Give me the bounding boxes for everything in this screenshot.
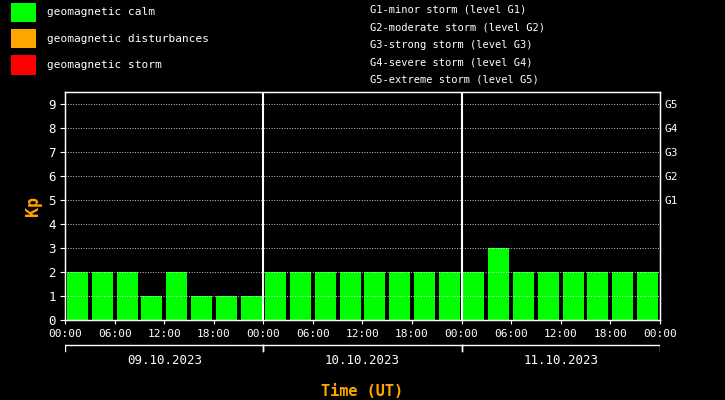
Bar [117, 272, 138, 320]
Text: G4-severe storm (level G4): G4-severe storm (level G4) [370, 57, 532, 67]
Bar [612, 272, 633, 320]
Bar [11, 29, 36, 48]
Text: G5-extreme storm (level G5): G5-extreme storm (level G5) [370, 75, 539, 85]
Text: geomagnetic storm: geomagnetic storm [47, 60, 162, 70]
Text: geomagnetic disturbances: geomagnetic disturbances [47, 34, 209, 44]
Bar [166, 272, 187, 320]
Bar [538, 272, 559, 320]
Text: G3-strong storm (level G3): G3-strong storm (level G3) [370, 40, 532, 50]
Bar [513, 272, 534, 320]
Bar [637, 272, 658, 320]
Text: 10.10.2023: 10.10.2023 [325, 354, 400, 366]
Bar [439, 272, 460, 320]
Bar [563, 272, 584, 320]
Bar [141, 296, 162, 320]
Bar [67, 272, 88, 320]
Bar [365, 272, 386, 320]
Bar [488, 248, 509, 320]
Bar [339, 272, 360, 320]
Bar [241, 296, 262, 320]
Bar [290, 272, 311, 320]
Text: 11.10.2023: 11.10.2023 [523, 354, 598, 366]
Bar [191, 296, 212, 320]
Bar [463, 272, 484, 320]
Text: G1-minor storm (level G1): G1-minor storm (level G1) [370, 4, 526, 14]
Text: geomagnetic calm: geomagnetic calm [47, 7, 155, 17]
Bar [11, 56, 36, 75]
Bar [414, 272, 435, 320]
Text: 09.10.2023: 09.10.2023 [127, 354, 202, 366]
Text: Time (UT): Time (UT) [321, 384, 404, 400]
Bar [265, 272, 286, 320]
Bar [92, 272, 113, 320]
Bar [587, 272, 608, 320]
Y-axis label: Kp: Kp [25, 196, 43, 216]
Text: G2-moderate storm (level G2): G2-moderate storm (level G2) [370, 22, 544, 32]
Bar [315, 272, 336, 320]
Bar [389, 272, 410, 320]
Bar [216, 296, 237, 320]
Bar [11, 3, 36, 22]
